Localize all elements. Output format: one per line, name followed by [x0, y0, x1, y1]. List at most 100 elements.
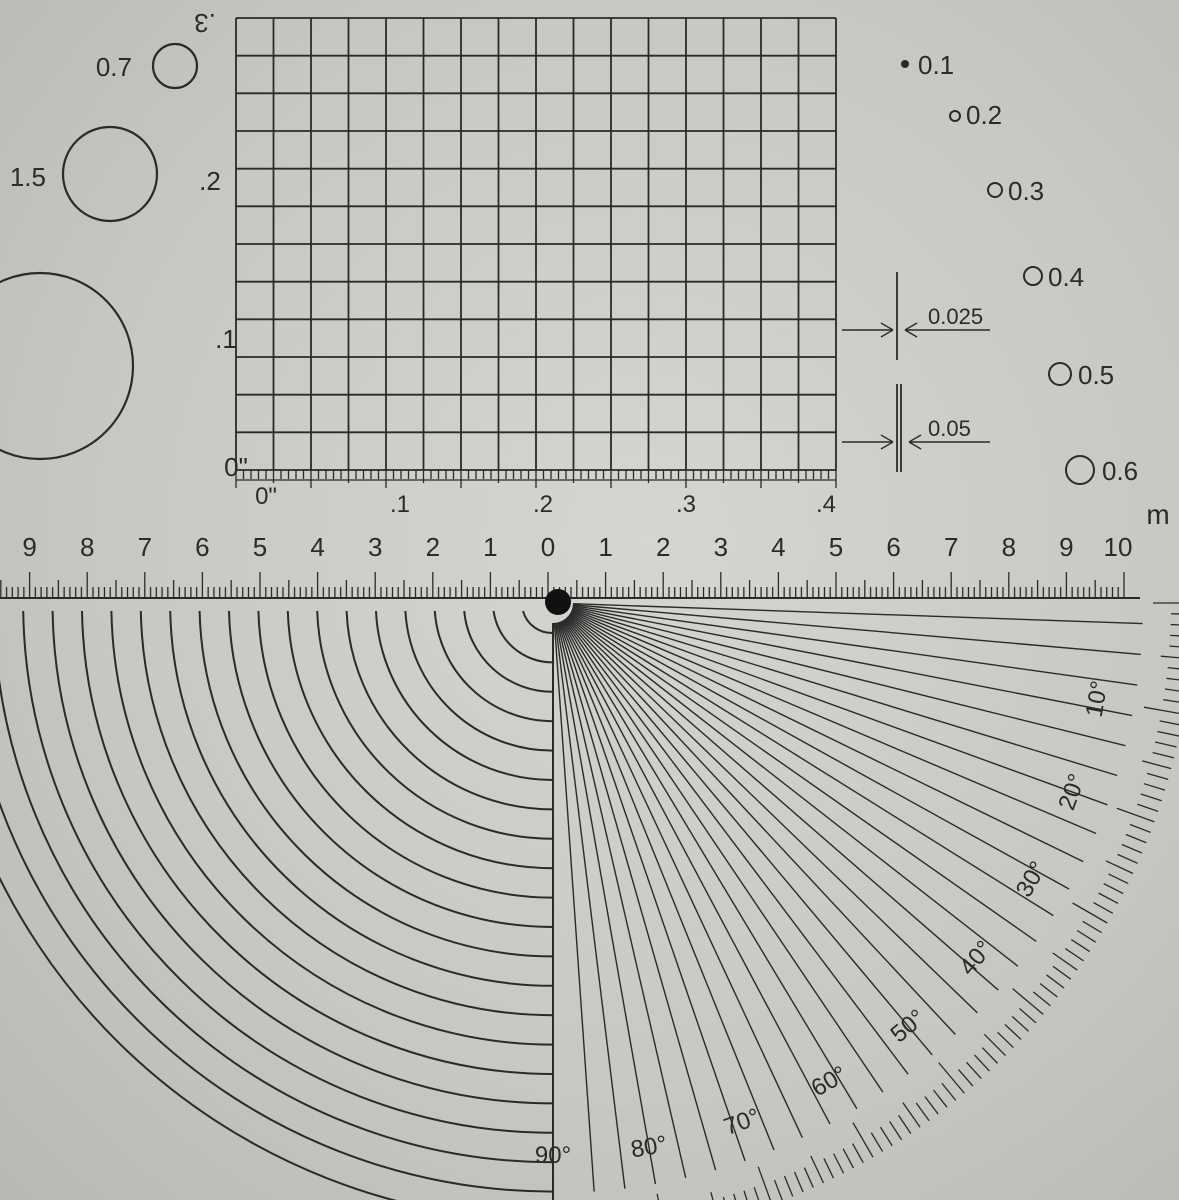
- degree-tick: [1152, 751, 1175, 759]
- ruler-label-left: 6: [195, 532, 209, 562]
- degree-tick: [823, 1158, 835, 1179]
- metric-ruler: 9 8 7 6 5 4 3 2 1 0 1 2 3 4 5 6 7 8 9 10m: [0, 499, 1170, 599]
- gauge-label: 0.05: [928, 416, 971, 441]
- ruler-label-left: 1: [483, 532, 497, 562]
- degree-tick: [1117, 853, 1138, 864]
- grid-y-label: .1: [215, 324, 237, 354]
- degree-tick: [1155, 741, 1177, 748]
- radius-arc: [433, 610, 554, 723]
- angle-ray: [563, 619, 884, 1093]
- degree-tick: [1159, 720, 1179, 726]
- ruler-label-right: 0: [541, 532, 555, 562]
- angle-ray: [569, 613, 1054, 917]
- grid-x-label: .4: [816, 491, 836, 518]
- ruler-label-right: 3: [714, 532, 728, 562]
- ruler-label-right: 10: [1104, 532, 1133, 562]
- degree-tick: [803, 1167, 814, 1188]
- dot-gauges-right: 0.1 0.2 0.3 0.4 0.5 0.6: [901, 50, 1138, 486]
- degree-tick: [898, 1114, 912, 1134]
- degree-tick: [1052, 965, 1072, 980]
- degree-tick: [743, 1190, 748, 1200]
- degree-tick: [1116, 807, 1155, 823]
- angle-label: 10°: [1081, 679, 1114, 719]
- radius-arc: [198, 610, 554, 958]
- circle-gauges-left: 0.7 1.5: [0, 42, 199, 461]
- degree-tick: [1146, 772, 1169, 781]
- degree-tick: [832, 1153, 845, 1174]
- degree-tick: [1070, 939, 1091, 953]
- ruler-label-right: 2: [656, 532, 670, 562]
- degree-tick: [981, 1047, 999, 1064]
- gauge-arrow-head: [904, 322, 918, 331]
- degree-tick: [1032, 991, 1051, 1007]
- radius-arc: [22, 610, 554, 1134]
- angle-ray: [564, 618, 909, 1075]
- gauge-arrow-head: [880, 322, 894, 331]
- degree-tick: [1093, 902, 1114, 914]
- gauge-arrow-head: [880, 434, 894, 443]
- degree-tick: [852, 1122, 874, 1158]
- radius-arc: [522, 610, 554, 635]
- degree-tick: [1166, 677, 1179, 681]
- degree-tick: [1170, 623, 1179, 626]
- degree-tick: [973, 1054, 990, 1072]
- degree-tick: [773, 1179, 783, 1200]
- angle-ray: [557, 622, 717, 1171]
- degree-tick: [870, 1132, 884, 1152]
- degree-tick: [1129, 823, 1151, 833]
- ruler-label-right: 5: [829, 532, 843, 562]
- angle-ray: [572, 602, 1143, 625]
- degree-tick: [924, 1096, 939, 1115]
- angle-ray: [566, 617, 956, 1035]
- angle-label: 40°: [954, 936, 998, 981]
- angle-ray: [572, 605, 1138, 686]
- angle-ray: [568, 614, 1019, 967]
- radius-arc: [110, 610, 554, 1046]
- degree-tick: [1103, 882, 1124, 895]
- degree-tick: [1137, 803, 1159, 812]
- degree-tick: [753, 1187, 760, 1200]
- dot-gauge-label: 0.1: [918, 50, 954, 80]
- degree-tick: [793, 1171, 804, 1193]
- radius-arc: [169, 610, 554, 987]
- angle-label: 60°: [807, 1061, 852, 1103]
- ruler-label-right: 8: [1002, 532, 1016, 562]
- angle-ray: [555, 622, 657, 1185]
- degree-tick: [1012, 988, 1044, 1015]
- ruler-unit-label: m: [1146, 499, 1169, 530]
- degree-tick: [1072, 902, 1108, 924]
- gauge-label: 0.025: [928, 304, 983, 329]
- angle-ray: [571, 609, 1108, 806]
- radius-arc: [81, 610, 554, 1075]
- degree-tick: [1039, 982, 1058, 998]
- grid-x-label: 0": [255, 483, 277, 510]
- degree-tick: [1018, 1007, 1037, 1024]
- degree-tick: [1160, 655, 1179, 659]
- degree-tick: [1170, 634, 1179, 637]
- degree-tick: [1108, 873, 1129, 885]
- ruler-label-right: 6: [886, 532, 900, 562]
- dot-gauge-label: 0.3: [1008, 176, 1044, 206]
- degree-tick: [966, 1061, 982, 1080]
- pivot-pin[interactable]: [545, 589, 571, 615]
- degree-tick: [889, 1120, 903, 1141]
- ruler-label-right: 4: [771, 532, 785, 562]
- angle-ray: [572, 604, 1141, 656]
- dot-gauge-label: 0.4: [1048, 262, 1084, 292]
- degree-tick: [1011, 1016, 1030, 1032]
- ruler-label-left: 9: [22, 532, 36, 562]
- angle-ray: [572, 607, 1126, 747]
- circle-label-1-5: 1.5: [10, 162, 46, 192]
- angle-label: 80°: [629, 1131, 669, 1164]
- radius-arc: [463, 610, 554, 693]
- angle-ray: [571, 610, 1097, 835]
- ruler-label-left: 2: [426, 532, 440, 562]
- grid-y-label: 0": [224, 452, 248, 482]
- gauge-arrow-head: [908, 441, 922, 450]
- angle-ray: [565, 617, 933, 1056]
- degree-tick: [1164, 688, 1179, 692]
- degree-tick: [1163, 699, 1179, 703]
- circle-gauge-1-5: [61, 125, 159, 223]
